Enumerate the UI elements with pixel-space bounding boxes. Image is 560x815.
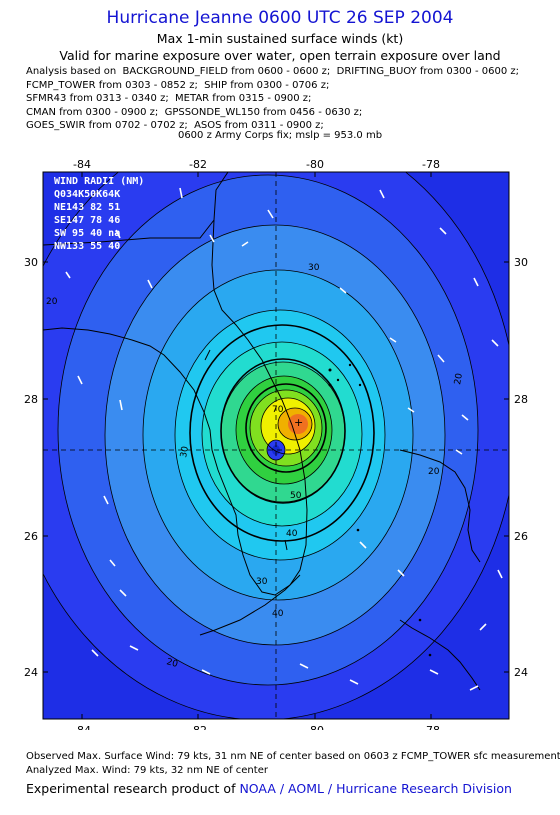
center-crosshair (43, 172, 509, 719)
wind-radii-contours (189, 324, 375, 542)
max-wind-marker-icon: + (294, 416, 303, 429)
credit-prefix: Experimental research product of (26, 781, 240, 796)
wind-field-map: 20 30 20 70 30 50 40 30 40 20 20 + WIND … (24, 158, 528, 730)
lon-tick-label: -84 (73, 724, 91, 730)
analysis-line: Analysis based on BACKGROUND_FIELD from … (26, 66, 519, 77)
contour-labels: 20 30 20 70 30 50 40 30 40 20 20 (46, 263, 465, 670)
contour-label: 30 (256, 577, 268, 587)
x-axis-top: -84 -82 -80 -78 (73, 158, 440, 171)
contour-label: 20 (453, 372, 465, 385)
contour-label: 40 (286, 529, 298, 539)
x-axis-bottom: -84 -82 -80 -78 (73, 724, 440, 730)
lon-tick-label: -82 (189, 158, 207, 171)
contour-label: 70 (272, 405, 284, 415)
map-frame (42, 171, 510, 720)
lat-tick-label: 30 (514, 256, 528, 269)
hrd-link[interactable]: NOAA / AOML / Hurricane Research Divisio… (239, 781, 512, 796)
axis-ticks (43, 172, 509, 719)
map-subtitle-exposure: Valid for marine exposure over water, op… (59, 48, 501, 63)
y-axis-right: 30 28 26 24 (514, 256, 528, 679)
wind-radii-box: WIND RADII (NM) Q034K50K64K NE143 82 51 … (54, 176, 144, 252)
wind-barbs (65, 187, 503, 691)
credit-line: Experimental research product of NOAA / … (26, 781, 512, 796)
lon-tick-label: -82 (189, 724, 207, 730)
wind-radii-row: NE143 82 51 (54, 202, 120, 213)
coastline (43, 172, 481, 691)
analysis-line: GOES_SWIR from 0702 - 0702 z; ASOS from … (26, 120, 324, 132)
contour-label: 20 (46, 297, 58, 307)
wind-radii-row: SE147 78 46 (54, 215, 120, 226)
lat-tick-label: 24 (514, 666, 528, 679)
lat-tick-label: 24 (24, 666, 38, 679)
lon-tick-label: -78 (422, 724, 440, 730)
wind-radii-row: NW133 55 40 (54, 241, 120, 252)
contour-label: 30 (179, 445, 191, 458)
contour-label: 50 (290, 491, 302, 501)
analysis-line: FCMP_TOWER from 0303 - 0852 z; SHIP from… (26, 79, 330, 91)
contour-label: 40 (272, 609, 284, 619)
contour-label: 20 (428, 467, 440, 477)
lon-tick-label: -78 (422, 158, 440, 171)
islands (328, 363, 432, 657)
y-axis-left: 30 28 26 24 (24, 256, 38, 679)
wind-contours: 20 30 20 70 30 50 40 30 40 20 20 + (43, 172, 509, 719)
lon-tick-label: -80 (306, 158, 324, 171)
map-title: Hurricane Jeanne 0600 UTC 26 SEP 2004 (106, 8, 454, 28)
map-subtitle-wind: Max 1-min sustained surface winds (kt) (156, 31, 404, 46)
lon-tick-label: -80 (306, 724, 324, 730)
observed-max-wind: Observed Max. Surface Wind: 79 kts, 31 n… (26, 751, 560, 762)
analyzed-max-wind: Analyzed Max. Wind: 79 kts, 32 nm NE of … (26, 765, 268, 776)
wind-radii-row: SW 95 40 na (54, 228, 120, 239)
analysis-line: CMAN from 0300 - 0900 z; GPSSONDE_WL150 … (26, 106, 363, 118)
analysis-sources: Analysis based on BACKGROUND_FIELD from … (26, 65, 519, 133)
lat-tick-label: 28 (514, 393, 528, 406)
contour-label: 20 (165, 657, 179, 670)
analysis-line: SFMR43 from 0313 - 0340 z; METAR from 03… (26, 93, 312, 105)
lat-tick-label: 28 (24, 393, 38, 406)
fix-line: 0600 z Army Corps fix; mslp = 953.0 mb (177, 130, 383, 141)
lat-tick-label: 26 (24, 530, 38, 543)
wind-radii-title: WIND RADII (NM) (54, 176, 144, 187)
lat-tick-label: 30 (24, 256, 38, 269)
lat-tick-label: 26 (514, 530, 528, 543)
lon-tick-label: -84 (73, 158, 91, 171)
contour-label: 30 (308, 263, 320, 273)
wind-radii-header: Q034K50K64K (54, 189, 120, 200)
